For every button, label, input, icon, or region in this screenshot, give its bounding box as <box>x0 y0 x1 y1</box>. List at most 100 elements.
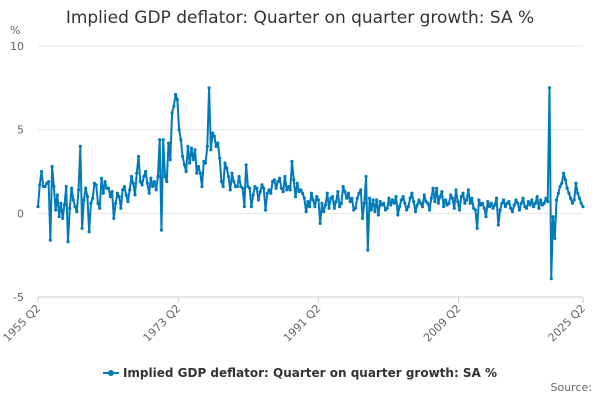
data-point[interactable] <box>429 196 433 200</box>
data-point[interactable] <box>69 186 74 190</box>
data-point[interactable] <box>203 161 208 165</box>
data-point[interactable] <box>554 198 559 202</box>
data-point[interactable] <box>131 181 135 185</box>
data-point[interactable] <box>376 213 380 217</box>
data-point[interactable] <box>484 215 488 219</box>
data-point[interactable] <box>581 205 585 209</box>
data-point[interactable] <box>89 201 93 205</box>
data-point[interactable] <box>55 193 60 197</box>
data-point[interactable] <box>413 210 418 214</box>
data-point[interactable] <box>382 201 386 205</box>
data-point[interactable] <box>322 210 326 214</box>
data-point[interactable] <box>209 148 213 152</box>
data-point[interactable] <box>290 159 294 164</box>
data-point[interactable] <box>106 186 111 190</box>
data-point[interactable] <box>574 181 578 185</box>
data-point[interactable] <box>338 205 342 209</box>
data-point[interactable] <box>405 208 409 212</box>
data-point[interactable] <box>493 203 497 207</box>
data-point[interactable] <box>396 213 400 217</box>
data-point[interactable] <box>415 203 419 207</box>
data-point[interactable] <box>68 206 72 210</box>
data-point[interactable] <box>440 189 444 194</box>
data-point[interactable] <box>463 201 467 205</box>
data-point[interactable] <box>128 188 132 192</box>
data-point[interactable] <box>133 193 137 197</box>
data-point[interactable] <box>267 188 271 192</box>
series-line[interactable] <box>37 86 584 280</box>
data-point[interactable] <box>182 163 186 167</box>
data-point[interactable] <box>117 195 121 199</box>
data-point[interactable] <box>579 201 583 205</box>
data-point[interactable] <box>475 226 479 230</box>
credits[interactable]: Source: <box>550 381 593 394</box>
data-point[interactable] <box>225 166 229 170</box>
data-point[interactable] <box>98 206 102 210</box>
data-point[interactable] <box>514 198 518 202</box>
data-point[interactable] <box>149 176 153 180</box>
data-point[interactable] <box>193 148 197 152</box>
data-point[interactable] <box>442 205 446 209</box>
data-point[interactable] <box>263 208 268 212</box>
data-point[interactable] <box>175 97 179 102</box>
data-point[interactable] <box>126 200 130 204</box>
data-point[interactable] <box>512 203 516 207</box>
data-point[interactable] <box>43 184 47 189</box>
data-point[interactable] <box>242 205 246 209</box>
data-point[interactable] <box>397 205 402 209</box>
data-point[interactable] <box>509 206 513 210</box>
data-point[interactable] <box>390 198 395 202</box>
data-point[interactable] <box>399 198 403 202</box>
data-point[interactable] <box>547 86 552 90</box>
data-point[interactable] <box>459 195 463 199</box>
data-point[interactable] <box>325 191 329 195</box>
data-point[interactable] <box>71 198 75 202</box>
data-point[interactable] <box>158 138 162 142</box>
data-point[interactable] <box>359 188 363 192</box>
data-point[interactable] <box>355 196 359 200</box>
data-point[interactable] <box>122 184 127 189</box>
data-point[interactable] <box>184 169 188 174</box>
data-point[interactable] <box>524 206 529 210</box>
data-point[interactable] <box>364 174 368 179</box>
data-point[interactable] <box>256 198 261 202</box>
data-point[interactable] <box>443 198 448 202</box>
data-point[interactable] <box>570 201 575 205</box>
data-point[interactable] <box>91 196 95 200</box>
data-point[interactable] <box>306 200 310 204</box>
data-point[interactable] <box>50 164 54 169</box>
data-point[interactable] <box>196 164 201 169</box>
data-point[interactable] <box>560 181 564 185</box>
data-point[interactable] <box>503 205 507 209</box>
data-point[interactable] <box>539 198 543 202</box>
data-point[interactable] <box>353 206 358 210</box>
data-point[interactable] <box>38 183 42 187</box>
data-point[interactable] <box>530 198 534 202</box>
data-point[interactable] <box>300 191 305 195</box>
data-point[interactable] <box>498 208 502 212</box>
data-point[interactable] <box>36 205 40 209</box>
data-point[interactable] <box>159 228 164 232</box>
data-point[interactable] <box>387 196 391 200</box>
data-point[interactable] <box>447 201 451 205</box>
data-point[interactable] <box>526 200 530 204</box>
data-point[interactable] <box>392 201 396 205</box>
data-point[interactable] <box>114 201 118 205</box>
data-point[interactable] <box>278 176 282 180</box>
data-point[interactable] <box>410 191 414 195</box>
data-point[interactable] <box>124 193 128 197</box>
data-point[interactable] <box>151 184 155 189</box>
data-point[interactable] <box>260 183 264 187</box>
data-point[interactable] <box>457 208 462 212</box>
data-point[interactable] <box>489 201 493 205</box>
data-point[interactable] <box>315 195 319 199</box>
data-point[interactable] <box>265 191 269 195</box>
data-point[interactable] <box>135 171 139 175</box>
data-point[interactable] <box>438 195 442 199</box>
data-point[interactable] <box>551 215 555 219</box>
data-point[interactable] <box>186 144 190 148</box>
data-point[interactable] <box>142 174 146 179</box>
data-point[interactable] <box>569 196 573 200</box>
data-point[interactable] <box>221 184 225 189</box>
data-point[interactable] <box>339 201 343 205</box>
